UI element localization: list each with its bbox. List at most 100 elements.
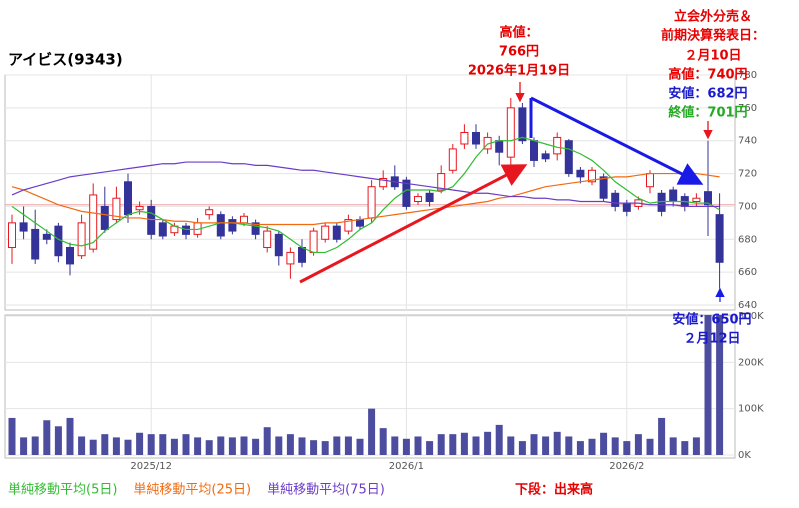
volume-bar [379, 428, 387, 455]
volume-bar [8, 417, 16, 455]
trend-arrow-up [299, 164, 528, 284]
candle-body [564, 140, 573, 175]
volume-bar [716, 315, 724, 455]
volume-bar [275, 436, 283, 455]
candle-body [622, 202, 631, 212]
volume-bar [321, 441, 329, 455]
annotation: 立会外分売＆ [674, 9, 752, 25]
y-tick-label: 680 [738, 234, 757, 245]
volume-bar [78, 436, 86, 455]
candle-body [576, 169, 585, 178]
candle-body [135, 205, 144, 211]
candle-body [66, 247, 74, 265]
annotation: 766円 [499, 45, 539, 60]
candle-body [495, 140, 504, 153]
candle-body [147, 205, 156, 235]
candle-body [553, 136, 562, 155]
volume-bar [205, 440, 213, 455]
candle-body [646, 173, 654, 188]
annotation: 安値：682円 [668, 86, 747, 102]
candle-body [77, 222, 86, 257]
candle-body [321, 225, 330, 240]
volume-bar [669, 437, 677, 455]
y-tick-label: 760 [738, 103, 757, 114]
annotation: 2026年1月19日 [468, 63, 570, 79]
x-tick-label: 2025/12 [130, 461, 172, 472]
candle-body [506, 107, 515, 158]
volume-bar [147, 434, 155, 455]
candle-body [251, 222, 260, 235]
y-tick-label: 780 [738, 70, 757, 81]
candle-body [414, 196, 422, 202]
footnote: 下段：出来高 [515, 482, 593, 498]
annotation: ２月10日 [684, 49, 741, 64]
candle-body [19, 222, 28, 232]
candle-body [286, 251, 295, 265]
candle-body [448, 148, 457, 171]
candle-body [332, 225, 341, 240]
candle-body [460, 132, 469, 145]
candle-body [518, 107, 527, 142]
volume-bar [391, 436, 399, 455]
volume-bar [414, 436, 422, 455]
volume-bar [449, 434, 457, 455]
candle-body [611, 192, 620, 207]
candle-body [298, 247, 306, 263]
volume-bar [600, 432, 608, 455]
candle-body [425, 192, 434, 203]
candle-body [228, 219, 237, 232]
candle-body [437, 173, 446, 191]
candle-body [379, 178, 388, 188]
candle-body [182, 225, 190, 235]
volume-bar [611, 437, 619, 455]
volume-bar [356, 438, 364, 455]
volume-bar [31, 436, 39, 455]
volume-bar [310, 440, 318, 455]
volume-bar [623, 441, 631, 455]
volume-bar [692, 437, 700, 455]
annotation: 終値：701円 [668, 105, 747, 121]
y2-tick-label: 0K [738, 450, 751, 461]
candle-body [588, 169, 596, 183]
volume-bar [576, 441, 584, 455]
moving-average-line [11, 161, 720, 208]
candle-body [8, 222, 16, 249]
y2-tick-label: 300K [738, 311, 764, 322]
volume-bar [20, 437, 28, 455]
volume-bar [66, 417, 74, 455]
volume-bar [518, 441, 526, 455]
candle-body [124, 181, 132, 216]
candle-body [31, 228, 40, 260]
volume-bar [426, 441, 434, 455]
y2-tick-label: 200K [738, 357, 764, 368]
moving-average-line [11, 172, 720, 226]
volume-bar [159, 434, 167, 455]
volume-bar [542, 436, 550, 455]
volume-bar [507, 436, 515, 455]
annotation: ２月12日 [683, 332, 740, 347]
candle-body [89, 194, 98, 250]
volume-bar [437, 434, 445, 455]
candle-body [599, 176, 608, 199]
candle-body [274, 233, 283, 257]
volume-bar [89, 439, 97, 455]
trend-arrow-down [530, 96, 704, 185]
volume-bar [43, 420, 51, 455]
candle-body [530, 140, 538, 161]
volume-bar [298, 437, 306, 455]
volume-bar [240, 436, 248, 455]
volume-bar [136, 432, 144, 455]
volume-bar [472, 436, 480, 455]
volume-bar [101, 434, 109, 455]
candle-body [715, 214, 724, 263]
volume-bar [681, 441, 689, 455]
y-tick-label: 640 [738, 300, 757, 311]
candle-body [344, 219, 353, 232]
legend-entry: 単純移動平均(5日) [8, 482, 117, 498]
chart-title: アイビス(9343) [8, 51, 123, 69]
volume-bar [333, 436, 341, 455]
volume-bar [344, 436, 352, 455]
volume-bar [634, 434, 642, 455]
candle-body [216, 214, 225, 237]
